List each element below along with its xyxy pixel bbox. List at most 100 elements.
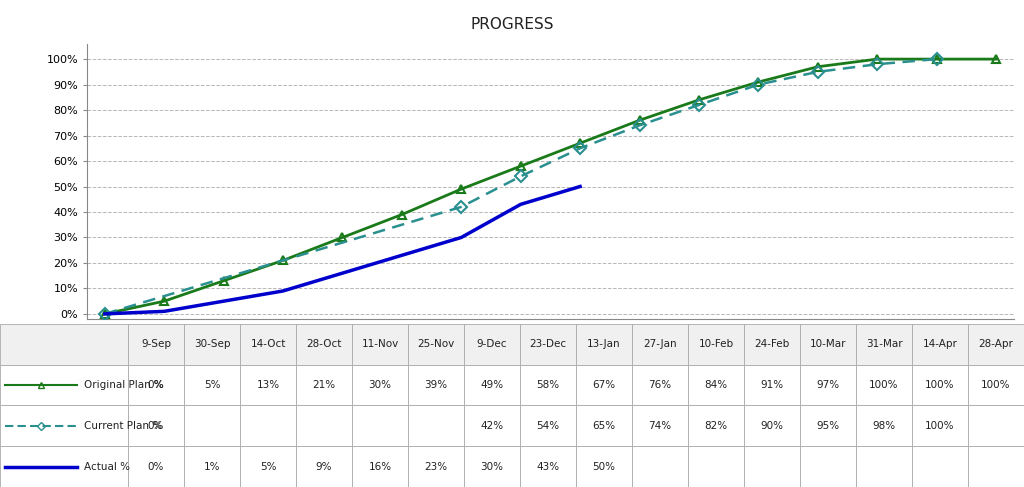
- Bar: [408, 446, 464, 487]
- Bar: [688, 446, 744, 487]
- Bar: [408, 405, 464, 446]
- Bar: [575, 446, 632, 487]
- Bar: [240, 324, 296, 365]
- Bar: [632, 405, 688, 446]
- Text: 24-Feb: 24-Feb: [755, 339, 790, 349]
- Bar: [0, 446, 128, 487]
- Bar: [800, 324, 856, 365]
- Bar: [408, 324, 464, 365]
- Bar: [800, 365, 856, 405]
- Text: Current Plan %: Current Plan %: [84, 421, 162, 431]
- Bar: [0, 324, 128, 365]
- Text: 98%: 98%: [872, 421, 896, 431]
- Text: 28-Apr: 28-Apr: [979, 339, 1014, 349]
- Text: PROGRESS: PROGRESS: [470, 17, 554, 32]
- Text: 28-Oct: 28-Oct: [306, 339, 342, 349]
- Text: 30%: 30%: [369, 380, 391, 390]
- Bar: [968, 405, 1024, 446]
- Bar: [0, 405, 128, 446]
- Text: 9-Dec: 9-Dec: [477, 339, 507, 349]
- Bar: [184, 365, 240, 405]
- Text: 39%: 39%: [424, 380, 447, 390]
- Bar: [912, 324, 968, 365]
- Text: 1%: 1%: [204, 462, 220, 471]
- Bar: [408, 365, 464, 405]
- Bar: [464, 405, 520, 446]
- Bar: [184, 324, 240, 365]
- Text: 10-Feb: 10-Feb: [698, 339, 733, 349]
- Bar: [744, 446, 800, 487]
- Bar: [688, 365, 744, 405]
- Bar: [464, 365, 520, 405]
- Text: 82%: 82%: [705, 421, 728, 431]
- Bar: [128, 446, 184, 487]
- Text: 100%: 100%: [981, 380, 1011, 390]
- Bar: [296, 324, 352, 365]
- Bar: [856, 365, 912, 405]
- Bar: [0, 365, 128, 405]
- Bar: [128, 405, 184, 446]
- Text: Actual %: Actual %: [84, 462, 130, 471]
- Bar: [912, 405, 968, 446]
- Bar: [744, 405, 800, 446]
- Bar: [968, 446, 1024, 487]
- Bar: [296, 446, 352, 487]
- Bar: [856, 446, 912, 487]
- Text: 10-Mar: 10-Mar: [810, 339, 846, 349]
- Text: 5%: 5%: [260, 462, 276, 471]
- Bar: [184, 405, 240, 446]
- Text: 13-Jan: 13-Jan: [587, 339, 621, 349]
- Text: 14-Apr: 14-Apr: [923, 339, 957, 349]
- Bar: [744, 324, 800, 365]
- Bar: [296, 365, 352, 405]
- Bar: [240, 365, 296, 405]
- Text: 76%: 76%: [648, 380, 672, 390]
- Bar: [856, 405, 912, 446]
- Text: 90%: 90%: [761, 421, 783, 431]
- Text: 23-Dec: 23-Dec: [529, 339, 566, 349]
- Text: 23%: 23%: [424, 462, 447, 471]
- Bar: [128, 324, 184, 365]
- Bar: [520, 405, 575, 446]
- Bar: [352, 405, 408, 446]
- Text: 74%: 74%: [648, 421, 672, 431]
- Text: 30-Sep: 30-Sep: [194, 339, 230, 349]
- Text: 42%: 42%: [480, 421, 504, 431]
- Text: Original Plan %: Original Plan %: [84, 380, 164, 390]
- Text: 100%: 100%: [926, 380, 954, 390]
- Text: 43%: 43%: [537, 462, 559, 471]
- Bar: [688, 405, 744, 446]
- Text: 100%: 100%: [926, 421, 954, 431]
- Text: 65%: 65%: [593, 421, 615, 431]
- Bar: [912, 446, 968, 487]
- Text: 58%: 58%: [537, 380, 559, 390]
- Bar: [352, 365, 408, 405]
- Text: 25-Nov: 25-Nov: [418, 339, 455, 349]
- Bar: [240, 405, 296, 446]
- Bar: [240, 446, 296, 487]
- Bar: [800, 405, 856, 446]
- Bar: [632, 365, 688, 405]
- Text: 100%: 100%: [869, 380, 899, 390]
- Text: 21%: 21%: [312, 380, 336, 390]
- Text: 13%: 13%: [256, 380, 280, 390]
- Text: 5%: 5%: [204, 380, 220, 390]
- Text: 27-Jan: 27-Jan: [643, 339, 677, 349]
- Bar: [464, 446, 520, 487]
- Bar: [912, 365, 968, 405]
- Text: 9%: 9%: [315, 462, 332, 471]
- Text: 30%: 30%: [480, 462, 504, 471]
- Bar: [688, 324, 744, 365]
- Bar: [575, 365, 632, 405]
- Bar: [520, 324, 575, 365]
- Bar: [575, 324, 632, 365]
- Bar: [520, 365, 575, 405]
- Bar: [575, 405, 632, 446]
- Bar: [352, 446, 408, 487]
- Bar: [520, 446, 575, 487]
- Bar: [632, 446, 688, 487]
- Text: 31-Mar: 31-Mar: [865, 339, 902, 349]
- Bar: [856, 324, 912, 365]
- Text: 14-Oct: 14-Oct: [250, 339, 286, 349]
- Text: 9-Sep: 9-Sep: [141, 339, 171, 349]
